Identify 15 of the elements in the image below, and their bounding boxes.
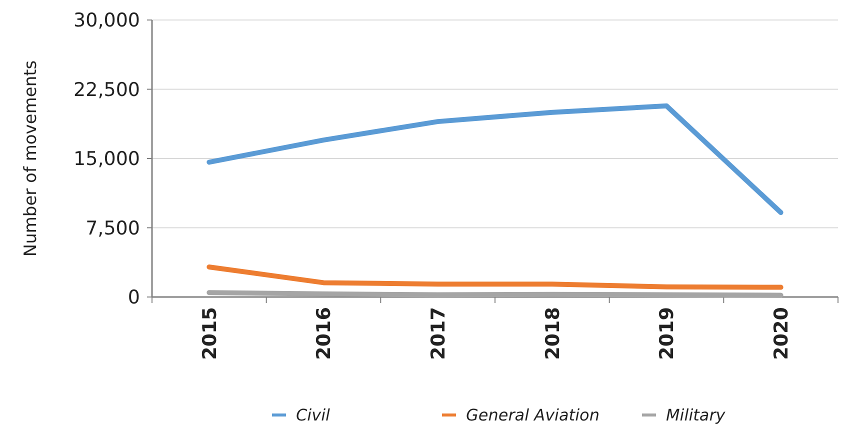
x-tick-label: 2020 bbox=[770, 307, 792, 360]
y-tick-label: 7,500 bbox=[86, 217, 140, 240]
legend-label: General Aviation bbox=[466, 406, 600, 425]
legend-label: Civil bbox=[296, 406, 331, 425]
x-tick-label: 2018 bbox=[542, 307, 564, 360]
x-tick-label: 2017 bbox=[427, 307, 450, 360]
x-tick-label: 2015 bbox=[198, 307, 221, 360]
y-tick-label: 30,000 bbox=[74, 10, 140, 32]
y-tick-label: 15,000 bbox=[74, 148, 140, 170]
x-tick-label: 2016 bbox=[313, 307, 336, 360]
legend-label: Military bbox=[666, 406, 726, 425]
y-tick-label: 22,500 bbox=[74, 78, 140, 101]
x-tick-label: 2019 bbox=[656, 307, 678, 360]
y-axis-title: Number of movements bbox=[21, 60, 41, 257]
y-tick-label: 0 bbox=[128, 286, 140, 309]
